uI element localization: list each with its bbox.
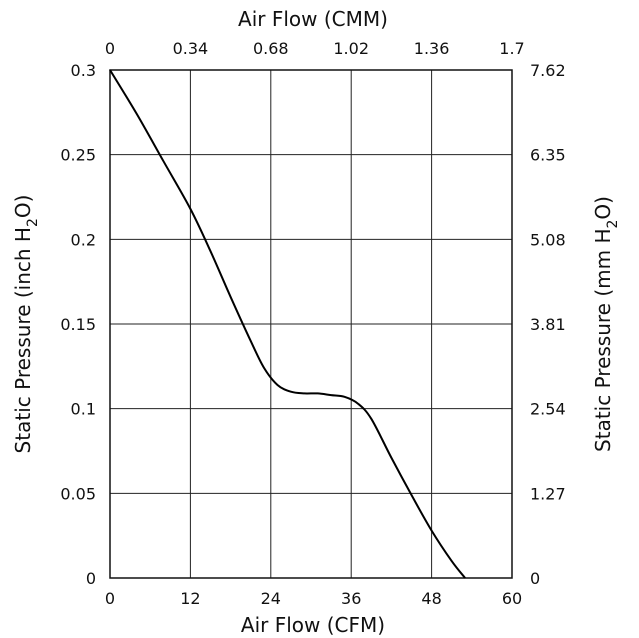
y-tick-label-left: 0 [86,569,96,588]
x-tick-label-bottom: 48 [421,589,441,608]
y-tick-label-left: 0.2 [71,230,96,249]
x-axis-title-top: Air Flow (CMM) [238,7,388,31]
x-tick-label-top: 1.7 [499,39,524,58]
y-axis-title-left-prefix: Static Pressure (inch H [11,227,35,453]
x-tick-label-top: 0 [105,39,115,58]
y-tick-label-left: 0.25 [60,146,96,165]
x-tick-label-bottom: 12 [180,589,200,608]
y-tick-label-right: 0 [530,569,540,588]
x-axis-title-bottom: Air Flow (CFM) [241,613,385,637]
y-tick-label-right: 5.08 [530,230,566,249]
x-tick-label-bottom: 36 [341,589,361,608]
x-tick-label-top: 0.68 [253,39,289,58]
x-tick-label-bottom: 60 [502,589,522,608]
series-line [109,69,466,579]
y-tick-label-right: 3.81 [530,315,566,334]
y-tick-label-right: 1.27 [530,484,566,503]
y-tick-label-left: 0.15 [60,315,96,334]
x-tick-label-top: 1.36 [414,39,450,58]
y-axis-title-right-prefix: Static Pressure (mm H [591,229,615,452]
x-tick-label-top: 1.02 [333,39,369,58]
y-tick-label-left: 0.05 [60,484,96,503]
x-tick-label-bottom: 0 [105,589,115,608]
y-axis-title-left-suffix: O) [11,195,35,219]
y-tick-label-right: 7.62 [530,61,566,80]
x-tick-label-bottom: 24 [261,589,281,608]
y-tick-label-right: 2.54 [530,400,566,419]
y-axis-title-left: Static Pressure (inch H2O) [11,195,41,454]
y-axis-title-left-sub: 2 [25,218,41,227]
grid-layer [110,70,512,578]
y-tick-label-left: 0.3 [71,61,96,80]
y-tick-label-right: 6.35 [530,146,566,165]
y-axis-title-right: Static Pressure (mm H2O) [591,196,621,452]
y-axis-title-right-sub: 2 [605,220,621,229]
plot-frame [109,69,513,579]
y-tick-label-left: 0.1 [71,400,96,419]
y-axis-title-right-suffix: O) [591,196,615,220]
x-tick-label-top: 0.34 [173,39,209,58]
